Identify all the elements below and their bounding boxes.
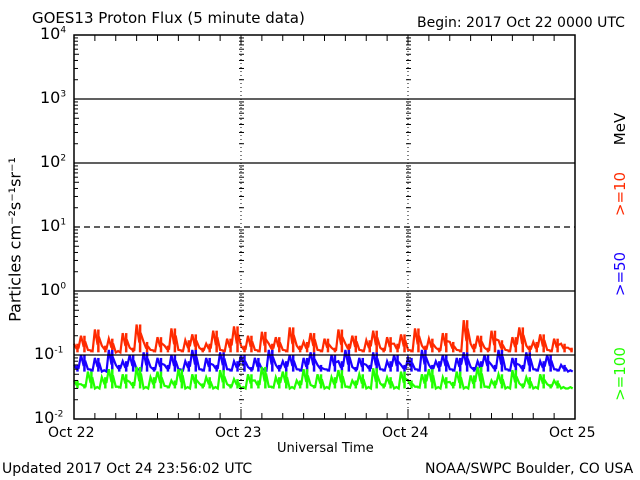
y-tick-label: 101 (40, 216, 66, 235)
y-tick-base: 10 (40, 88, 61, 107)
y-tick-exp: 0 (60, 281, 67, 292)
x-tick-label: Oct 23 (215, 425, 262, 441)
y-tick-base: 10 (40, 152, 61, 171)
y-tick-exp: -2 (54, 409, 64, 420)
x-axis-label: Universal Time (277, 441, 374, 456)
y-tick-label: 104 (40, 24, 66, 43)
chart-title: GOES13 Proton Flux (5 minute data) (32, 9, 305, 27)
x-tick-label: Oct 22 (48, 425, 95, 441)
y-tick-label: 100 (40, 280, 66, 299)
y-tick-label: 10-2 (34, 408, 63, 427)
y-tick-exp: -1 (54, 345, 64, 356)
y-tick-base: 10 (34, 344, 55, 363)
y-tick-base: 10 (40, 24, 61, 43)
begin-time: Begin: 2017 Oct 22 0000 UTC (417, 15, 625, 31)
y-tick-label: 102 (40, 152, 66, 171)
footer-source: NOAA/SWPC Boulder, CO USA (425, 461, 634, 477)
y-tick-exp: 4 (60, 25, 67, 36)
y-tick-base: 10 (34, 408, 55, 427)
series-line-0 (73, 320, 573, 355)
y-tick-exp: 2 (60, 153, 67, 164)
y-tick-exp: 3 (60, 89, 67, 100)
y-tick-base: 10 (40, 216, 61, 235)
x-tick-label: Oct 25 (549, 425, 596, 441)
plot-frame (73, 34, 576, 420)
y-tick-base: 10 (40, 280, 61, 299)
footer-updated: Updated 2017 Oct 24 23:56:02 UTC (2, 461, 253, 477)
x-tick-label: Oct 24 (382, 425, 429, 441)
y-tick-label: 103 (40, 88, 66, 107)
series-line-2 (73, 366, 574, 391)
y-tick-exp: 1 (60, 217, 67, 228)
series-line-1 (73, 349, 574, 374)
y-tick-label: 10-1 (34, 344, 63, 363)
